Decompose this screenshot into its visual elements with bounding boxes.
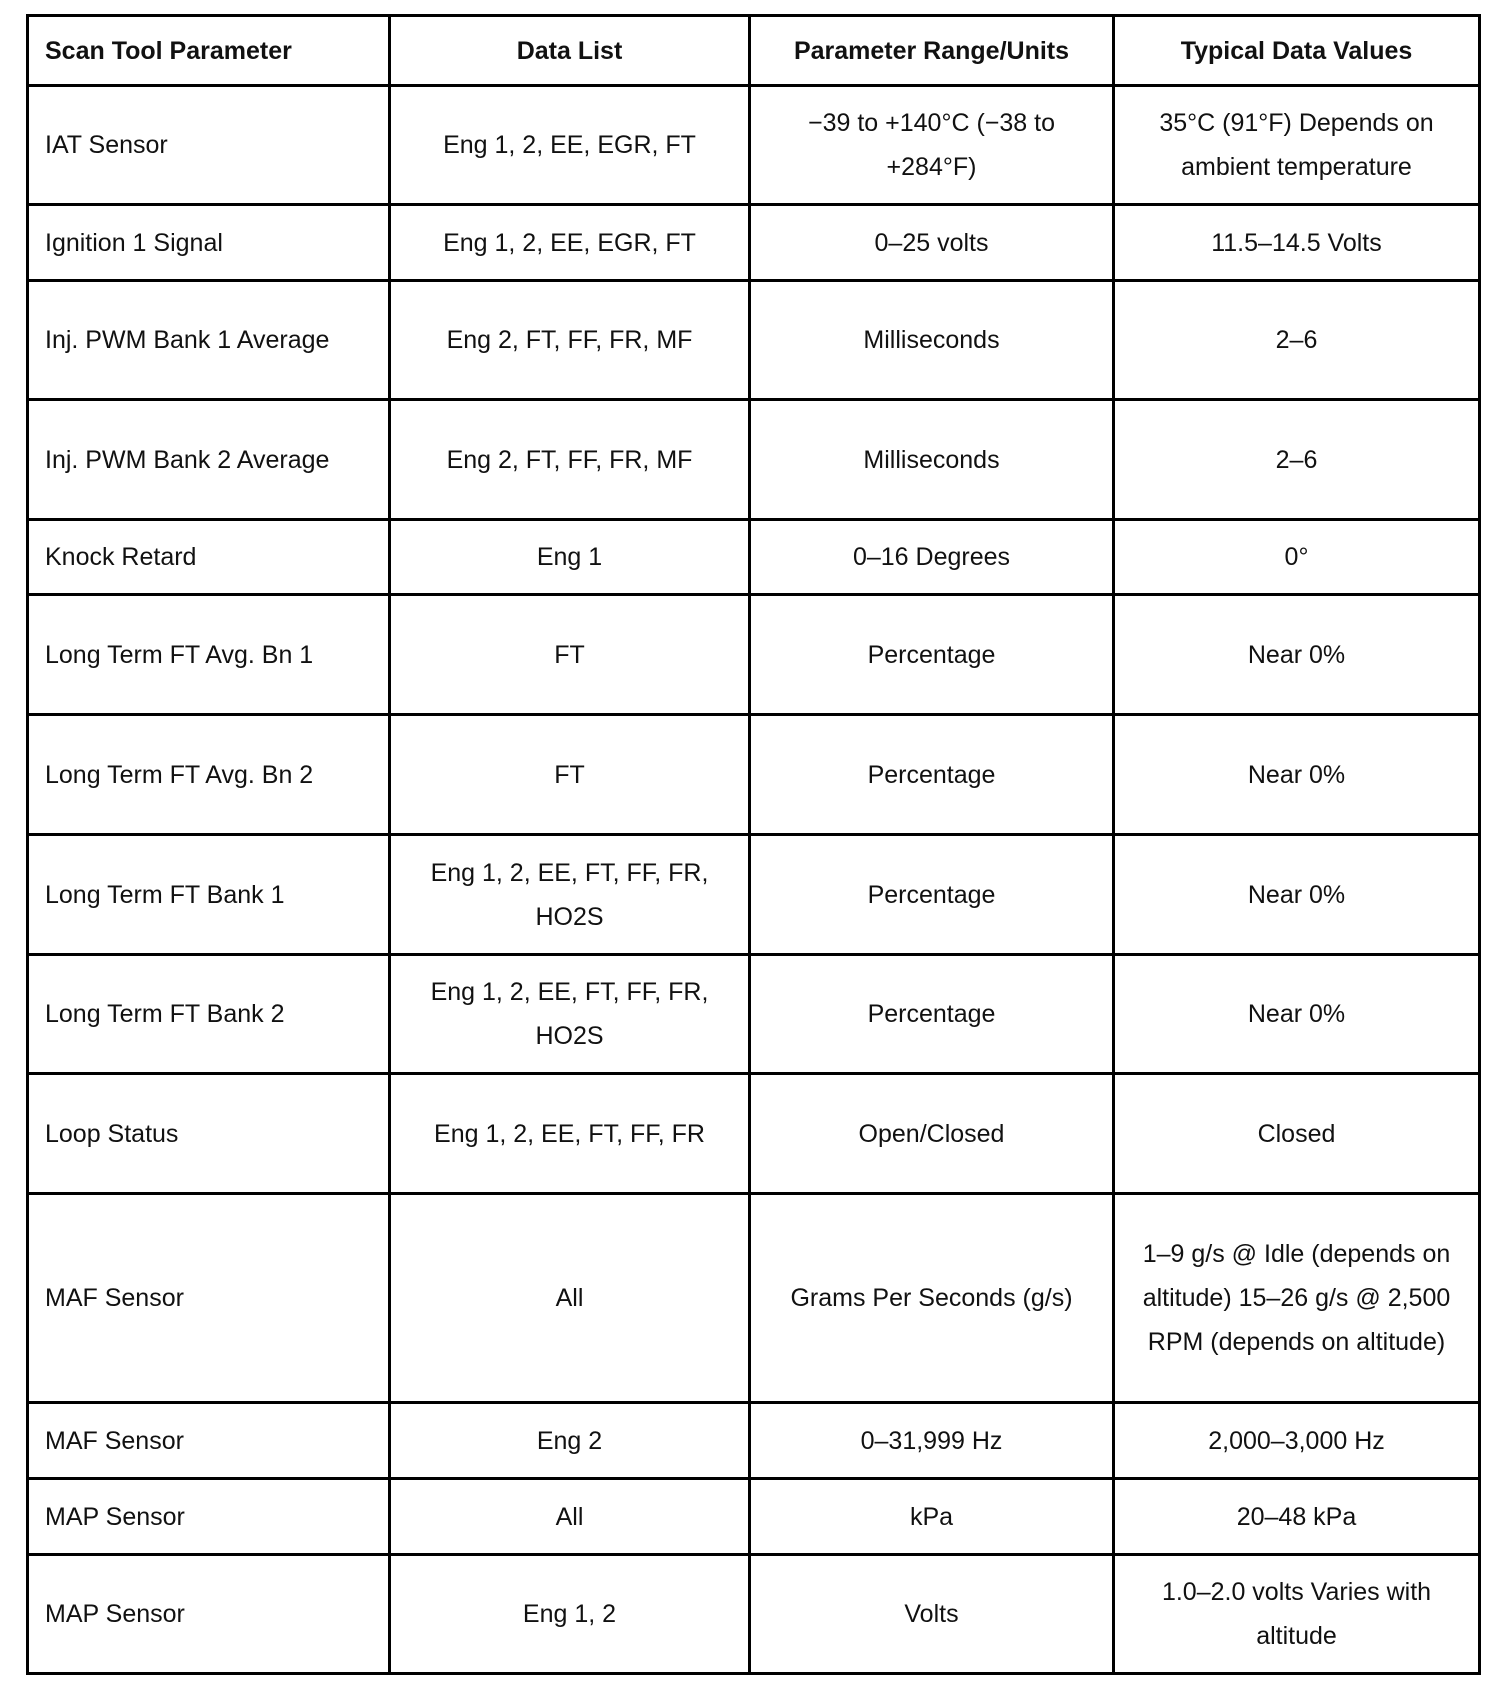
cell-parameter: Inj. PWM Bank 2 Average <box>26 398 391 521</box>
cell-typical-value: 2,000–3,000 Hz <box>1112 1401 1481 1480</box>
cell-parameter: Long Term FT Avg. Bn 1 <box>26 593 391 716</box>
cell-range-units: Percentage <box>748 593 1115 716</box>
table-row: IAT Sensor Eng 1, 2, EE, EGR, FT −39 to +1… <box>26 84 1481 206</box>
cell-parameter: Long Term FT Avg. Bn 2 <box>26 713 391 836</box>
cell-data-list: All <box>388 1192 751 1404</box>
cell-range-units: Percentage <box>748 953 1115 1075</box>
cell-parameter: MAP Sensor <box>26 1553 391 1675</box>
cell-data-list: Eng 1, 2, EE, FT, FF, FR, HO2S <box>388 953 751 1075</box>
cell-data-list: Eng 1, 2, EE, FT, FF, FR, HO2S <box>388 833 751 956</box>
cell-typical-value: 35°C (91°F) Depends on ambient temperatu… <box>1112 84 1481 206</box>
header-parameter-range-units: Parameter Range/Units <box>748 14 1115 87</box>
cell-parameter: IAT Sensor <box>26 84 391 206</box>
cell-typical-value: 11.5–14.5 Volts <box>1112 203 1481 282</box>
cell-typical-value: 1.0–2.0 volts Varies with altitude <box>1112 1553 1481 1675</box>
header-typical-data-values: Typical Data Values <box>1112 14 1481 87</box>
cell-parameter: MAP Sensor <box>26 1477 391 1556</box>
table-row: MAF Sensor All Grams Per Seconds (g/s) 1–9 … <box>26 1192 1481 1404</box>
table-row: Long Term FT Bank 2 Eng 1, 2, EE, FT, FF,… <box>26 953 1481 1075</box>
cell-typical-value: 1–9 g/s @ Idle (depends on altitude) 15–… <box>1112 1192 1481 1404</box>
cell-range-units: 0–16 Degrees <box>748 518 1115 596</box>
cell-data-list: All <box>388 1477 751 1556</box>
cell-typical-value: 20–48 kPa <box>1112 1477 1481 1556</box>
cell-data-list: Eng 2, FT, FF, FR, MF <box>388 398 751 521</box>
cell-range-units: kPa <box>748 1477 1115 1556</box>
cell-data-list: Eng 1, 2 <box>388 1553 751 1675</box>
table-row: Inj. PWM Bank 2 Average Eng 2, FT, FF, FR… <box>26 398 1481 521</box>
cell-range-units: 0–25 volts <box>748 203 1115 282</box>
cell-parameter: MAF Sensor <box>26 1401 391 1480</box>
cell-range-units: Volts <box>748 1553 1115 1675</box>
table-row: Inj. PWM Bank 1 Average Eng 2, FT, FF, FR… <box>26 279 1481 401</box>
cell-parameter: MAF Sensor <box>26 1192 391 1404</box>
cell-parameter: Ignition 1 Signal <box>26 203 391 282</box>
cell-parameter: Long Term FT Bank 1 <box>26 833 391 956</box>
header-row: Scan Tool Parameter Data List Parameter … <box>26 14 1481 87</box>
table-row: Loop Status Eng 1, 2, EE, FT, FF, FR Open/… <box>26 1072 1481 1195</box>
cell-parameter: Inj. PWM Bank 1 Average <box>26 279 391 401</box>
cell-data-list: Eng 1, 2, EE, EGR, FT <box>388 203 751 282</box>
table-row: Knock Retard Eng 1 0–16 Degrees 0° <box>26 518 1481 596</box>
cell-typical-value: Near 0% <box>1112 593 1481 716</box>
cell-parameter: Long Term FT Bank 2 <box>26 953 391 1075</box>
cell-range-units: Grams Per Seconds (g/s) <box>748 1192 1115 1404</box>
table-row: MAP Sensor All kPa 20–48 kPa <box>26 1477 1481 1556</box>
table-row: Ignition 1 Signal Eng 1, 2, EE, EGR, FT 0–… <box>26 203 1481 282</box>
cell-range-units: Milliseconds <box>748 279 1115 401</box>
cell-data-list: FT <box>388 593 751 716</box>
table-row: Long Term FT Bank 1 Eng 1, 2, EE, FT, FF,… <box>26 833 1481 956</box>
cell-typical-value: Near 0% <box>1112 713 1481 836</box>
cell-range-units: Milliseconds <box>748 398 1115 521</box>
cell-typical-value: Closed <box>1112 1072 1481 1195</box>
cell-typical-value: 2–6 <box>1112 398 1481 521</box>
cell-data-list: Eng 1, 2, EE, FT, FF, FR <box>388 1072 751 1195</box>
cell-data-list: Eng 1, 2, EE, EGR, FT <box>388 84 751 206</box>
cell-range-units: Open/Closed <box>748 1072 1115 1195</box>
cell-typical-value: 0° <box>1112 518 1481 596</box>
cell-parameter: Loop Status <box>26 1072 391 1195</box>
cell-typical-value: Near 0% <box>1112 833 1481 956</box>
table-row: MAF Sensor Eng 2 0–31,999 Hz 2,000–3,000 Hz <box>26 1401 1481 1480</box>
cell-data-list: Eng 1 <box>388 518 751 596</box>
table-row: Long Term FT Avg. Bn 1 FT Percentage Near 0… <box>26 593 1481 716</box>
cell-range-units: −39 to +140°C (−38 to +284°F) <box>748 84 1115 206</box>
cell-data-list: Eng 2, FT, FF, FR, MF <box>388 279 751 401</box>
header-data-list: Data List <box>388 14 751 87</box>
cell-data-list: Eng 2 <box>388 1401 751 1480</box>
table-row: MAP Sensor Eng 1, 2 Volts 1.0–2.0 volts Var… <box>26 1553 1481 1675</box>
cell-range-units: Percentage <box>748 713 1115 836</box>
cell-parameter: Knock Retard <box>26 518 391 596</box>
cell-range-units: 0–31,999 Hz <box>748 1401 1115 1480</box>
cell-range-units: Percentage <box>748 833 1115 956</box>
cell-typical-value: Near 0% <box>1112 953 1481 1075</box>
scan-tool-parameter-table: Scan Tool Parameter Data List Parameter … <box>26 14 1481 1675</box>
header-scan-tool-parameter: Scan Tool Parameter <box>26 14 391 87</box>
cell-data-list: FT <box>388 713 751 836</box>
cell-typical-value: 2–6 <box>1112 279 1481 401</box>
table-row: Long Term FT Avg. Bn 2 FT Percentage Near 0… <box>26 713 1481 836</box>
